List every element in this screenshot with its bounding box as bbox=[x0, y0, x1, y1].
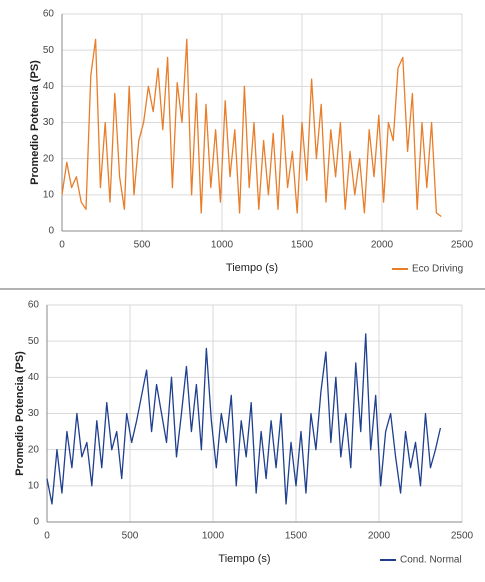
y-tick-label: 40 bbox=[28, 372, 40, 383]
x-axis-title: Tiempo (s) bbox=[218, 553, 270, 565]
y-tick-label: 50 bbox=[43, 45, 55, 56]
x-tick-label: 500 bbox=[122, 531, 139, 542]
x-tick-label: 0 bbox=[59, 240, 65, 251]
x-tick-label: 500 bbox=[134, 240, 151, 251]
y-tick-label: 60 bbox=[43, 9, 55, 20]
y-tick-label: 40 bbox=[43, 81, 55, 92]
x-tick-label: 1000 bbox=[202, 531, 225, 542]
y-tick-label: 30 bbox=[43, 117, 55, 128]
x-tick-label: 0 bbox=[44, 531, 50, 542]
y-tick-label: 60 bbox=[28, 300, 40, 311]
x-tick-label: 1500 bbox=[285, 531, 308, 542]
y-tick-label: 0 bbox=[48, 226, 54, 237]
y-tick-label: 10 bbox=[43, 189, 55, 200]
y-tick-label: 50 bbox=[28, 336, 40, 347]
y-tick-label: 30 bbox=[28, 408, 40, 419]
y-tick-label: 20 bbox=[43, 153, 55, 164]
x-tick-label: 1500 bbox=[291, 240, 314, 251]
legend-label: Cond. Normal bbox=[400, 555, 462, 566]
legend-label: Eco Driving bbox=[412, 264, 463, 275]
x-tick-label: 1000 bbox=[211, 240, 234, 251]
x-tick-label: 2500 bbox=[451, 531, 474, 542]
data-line bbox=[46, 333, 442, 505]
x-tick-label: 2500 bbox=[451, 240, 474, 251]
y-tick-label: 20 bbox=[28, 444, 40, 455]
y-tick-label: 0 bbox=[33, 517, 39, 528]
x-tick-label: 2000 bbox=[371, 240, 394, 251]
x-tick-label: 2000 bbox=[368, 531, 391, 542]
y-tick-label: 10 bbox=[28, 480, 40, 491]
y-axis-title: Promedio Potencia (PS) bbox=[14, 351, 26, 476]
data-line bbox=[61, 38, 442, 218]
y-axis-title: Promedio Potencia (PS) bbox=[29, 60, 41, 185]
x-axis-title: Tiempo (s) bbox=[226, 262, 278, 274]
